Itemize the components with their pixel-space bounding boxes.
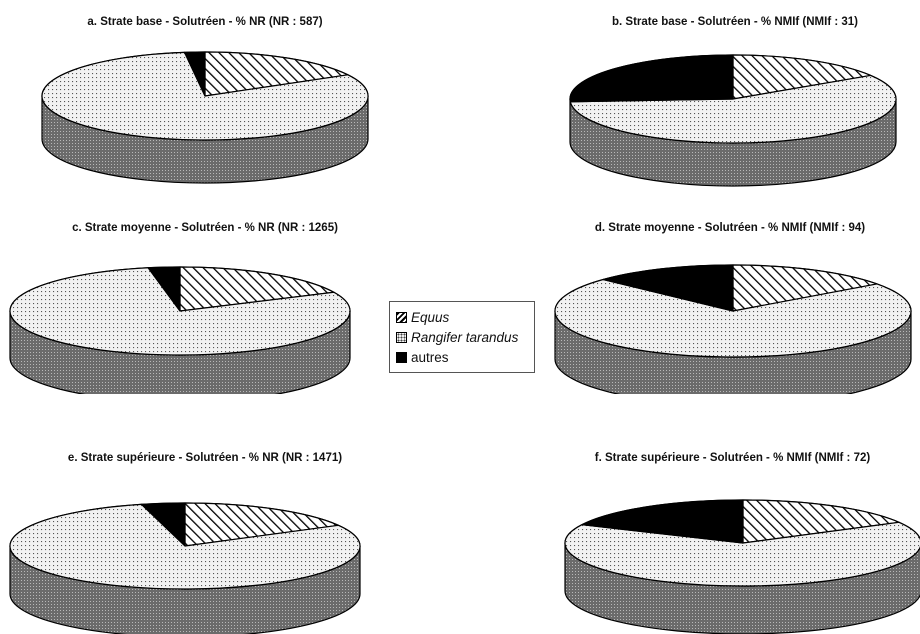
pie-panel-b: b. Strate base - Solutréen - % NMIf (NMI… — [545, 8, 920, 188]
dotted-swatch-icon — [396, 331, 407, 343]
legend: Equus Rangifer tarandus autres — [389, 301, 535, 373]
slice-rangifer — [9, 503, 361, 590]
pie-panel-a: a. Strate base - Solutréen - % NR (NR : … — [15, 8, 395, 188]
chart-title: d. Strate moyenne - Solutréen - % NMIf (… — [594, 222, 866, 234]
chart-title: a. Strate base - Solutréen - % NR (NR : … — [87, 16, 323, 28]
pie-chart-d — [554, 264, 912, 394]
legend-item-rangifer: Rangifer tarandus — [396, 327, 528, 347]
chart-title: e. Strate supérieure - Solutréen - % NR … — [67, 452, 343, 464]
pie-panel-d: d. Strate moyenne - Solutréen - % NMIf (… — [540, 214, 920, 394]
legend-item-autres: autres — [396, 347, 528, 367]
slice-autres — [140, 502, 186, 547]
pie-chart-c — [9, 266, 351, 394]
slice-autres — [183, 51, 206, 97]
slice-autres — [569, 54, 734, 103]
slice-equus — [732, 54, 872, 100]
pie-chart-f — [564, 499, 920, 634]
slice-rangifer — [554, 278, 912, 358]
slice-rangifer — [569, 74, 897, 144]
chart-title: b. Strate base - Solutréen - % NMIf (NMI… — [612, 16, 858, 28]
pie-chart-a — [41, 51, 369, 184]
slice-rangifer — [564, 521, 920, 587]
chart-title: f. Strate supérieure - Solutréen - % NMI… — [594, 452, 871, 464]
legend-label: Rangifer tarandus — [411, 329, 519, 345]
slice-autres — [581, 499, 744, 544]
pie-panel-f: f. Strate supérieure - Solutréen - % NMI… — [545, 448, 920, 634]
legend-label: autres — [411, 349, 449, 365]
slice-equus — [742, 499, 900, 544]
slice-equus — [732, 264, 878, 312]
solid-swatch-icon — [396, 351, 407, 363]
pie-panel-c: c. Strate moyenne - Solutréen - % NR (NR… — [0, 214, 380, 394]
pie-panel-e: e. Strate supérieure - Solutréen - % NR … — [0, 448, 380, 634]
slice-equus — [179, 266, 335, 312]
chart-title: c. Strate moyenne - Solutréen - % NR (NR… — [72, 222, 338, 234]
pie-chart-b — [569, 54, 897, 187]
legend-label: Equus — [411, 309, 450, 325]
slice-equus — [184, 502, 339, 547]
pie-chart-e — [9, 502, 361, 634]
slice-autres — [147, 266, 181, 312]
hatch-swatch-icon — [396, 311, 407, 323]
legend-item-equus: Equus — [396, 307, 528, 327]
slice-autres — [602, 264, 734, 312]
slice-equus — [204, 51, 349, 97]
